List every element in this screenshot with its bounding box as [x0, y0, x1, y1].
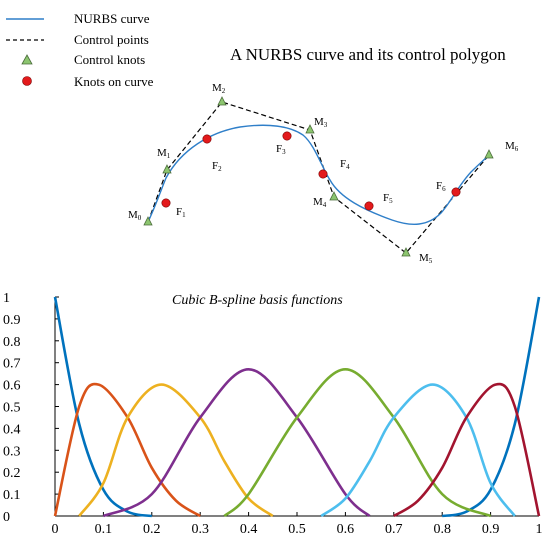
y-tick-label: 0.9 [3, 313, 21, 328]
control-knot-marker [401, 247, 411, 257]
knot-label: F4 [340, 158, 350, 171]
knot-on-curve [364, 201, 374, 211]
basis-series-line [223, 367, 492, 518]
y-tick-label: 1 [3, 291, 10, 306]
x-tick-label: 0.8 [433, 522, 451, 537]
knot-label: F1 [176, 206, 186, 219]
control-point-label: M2 [212, 82, 226, 95]
y-tick-label: 0.5 [3, 401, 21, 416]
nurbs-curve [147, 124, 490, 225]
legend-swatch-knots-on-curve [22, 76, 32, 86]
control-point-label: M5 [419, 252, 433, 265]
legend-swatch-control-knots [21, 54, 33, 65]
basis-series-line [102, 367, 371, 518]
nurbs-diagram: M0 M1 M2 M3 M4 M5 M6 F1 F2 F3 F4 F5 F6 [128, 82, 519, 265]
legend: NURBS curve Control points Control knots… [6, 11, 154, 89]
x-tick-label: 0.5 [288, 522, 306, 537]
control-knot-marker [329, 191, 339, 201]
x-tick-label: 0.6 [337, 522, 355, 537]
x-tick-label: 0.2 [143, 522, 161, 537]
basis-series-line [320, 383, 516, 518]
x-tick-label: 0.7 [385, 522, 403, 537]
y-tick-label: 0.6 [3, 379, 21, 394]
knot-label: F3 [276, 143, 286, 156]
control-knot-marker [162, 164, 172, 174]
legend-label-control-points: Control points [74, 32, 149, 47]
y-tick-label: 0.2 [3, 466, 21, 481]
knot-on-curve [202, 134, 212, 144]
basis-series-line [393, 382, 541, 518]
x-tick-label: 0.1 [95, 522, 113, 537]
x-tick-label: 0.9 [482, 522, 500, 537]
knot-label: F5 [383, 192, 393, 205]
control-knot-marker [143, 216, 153, 226]
y-tick-label: 0.3 [3, 444, 21, 459]
x-tick-label: 0 [52, 522, 59, 537]
knot-label: F6 [436, 180, 446, 193]
knot-on-curve [451, 187, 461, 197]
control-point-label: M6 [505, 140, 519, 153]
legend-label-nurbs-curve: NURBS curve [74, 11, 150, 26]
x-tick-label: 0.3 [191, 522, 209, 537]
y-tick-label: 0.1 [3, 488, 21, 503]
control-point-label: M0 [128, 209, 142, 222]
basis-chart-axes: 0 0.1 0.2 0.3 0.4 0.5 0.6 0.7 0.8 0.9 1 0 0.1 0.2 0.3 0… [3, 291, 543, 537]
basis-series-line [53, 296, 153, 518]
knot-on-curve [161, 198, 171, 208]
basis-series-line [53, 382, 201, 518]
knot-on-curve [282, 131, 292, 141]
knot-on-curve [318, 169, 328, 179]
basis-chart-series [53, 296, 541, 518]
basis-chart-title: Cubic B-spline basis functions [172, 293, 343, 308]
basis-series-line [441, 296, 541, 518]
y-tick-label: 0.7 [3, 357, 21, 372]
control-knot-marker [305, 124, 315, 134]
control-point-label: M3 [314, 116, 328, 129]
control-knot-marker [484, 149, 494, 159]
knot-label: F2 [212, 160, 222, 173]
x-tick-label: 0.4 [240, 522, 258, 537]
legend-label-knots-on-curve: Knots on curve [74, 74, 154, 89]
control-point-label: M4 [313, 196, 327, 209]
y-tick-label: 0.4 [3, 422, 21, 437]
control-point-label: M1 [157, 147, 171, 160]
control-knot-marker [217, 96, 227, 106]
legend-label-control-knots: Control knots [74, 52, 145, 67]
y-tick-label: 0 [3, 510, 10, 525]
y-tick-label: 0.8 [3, 335, 21, 350]
nurbs-title: A NURBS curve and its control polygon [230, 45, 506, 64]
x-tick-label: 1 [536, 522, 543, 537]
